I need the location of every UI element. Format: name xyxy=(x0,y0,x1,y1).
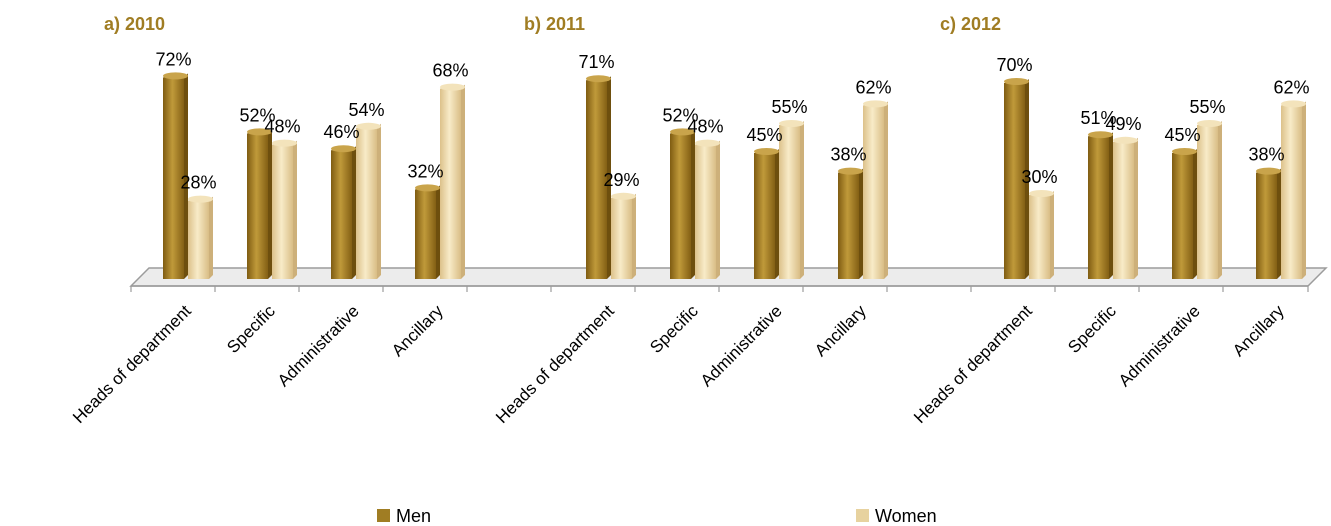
bar-women xyxy=(1113,136,1138,279)
legend-swatch-men xyxy=(377,509,390,522)
category-label: Heads of department xyxy=(69,301,195,427)
data-label-men: 46% xyxy=(323,122,359,142)
data-label-women: 62% xyxy=(1273,77,1309,97)
bars xyxy=(163,72,1306,280)
bar-women xyxy=(1029,190,1054,279)
category-label: Specific xyxy=(1064,301,1120,357)
data-label-women: 49% xyxy=(1105,114,1141,134)
bar-men xyxy=(1088,131,1113,279)
category-label: Administrative xyxy=(1115,301,1204,390)
bar-men xyxy=(1256,167,1281,279)
data-label-men: 72% xyxy=(155,49,191,69)
data-label-women: 30% xyxy=(1021,167,1057,187)
bar-men xyxy=(247,128,272,279)
category-label: Ancillary xyxy=(1229,301,1288,360)
data-label-men: 45% xyxy=(1164,125,1200,145)
bar-women xyxy=(779,120,804,279)
bar-women xyxy=(863,100,888,280)
data-label-women: 54% xyxy=(348,100,384,120)
data-label-men: 32% xyxy=(407,161,443,181)
data-label-men: 52% xyxy=(239,105,275,125)
data-labels: 72%28%52%48% 46%54%32%68% 71%29%52%48% 45%5… xyxy=(155,49,1309,192)
bar-men xyxy=(163,72,188,280)
group-titles: a) 2010 b) 2011 c) 2012 xyxy=(104,14,1001,34)
bar-men xyxy=(586,75,611,279)
bar-men xyxy=(754,148,779,279)
group-title: b) 2011 xyxy=(524,14,585,34)
data-label-men: 71% xyxy=(578,52,614,72)
bar-men xyxy=(331,145,356,279)
bar-women xyxy=(1281,100,1306,280)
bar-men xyxy=(1004,78,1029,279)
data-label-men: 38% xyxy=(830,145,866,165)
data-label-women: 28% xyxy=(180,173,216,193)
bar-women xyxy=(1197,120,1222,279)
category-label: Specific xyxy=(646,301,702,357)
bar-men xyxy=(838,167,863,279)
category-label: Heads of department xyxy=(910,301,1036,427)
legend-swatch-women xyxy=(856,509,869,522)
data-label-women: 68% xyxy=(432,61,468,81)
bar-women xyxy=(272,139,297,279)
bar-men xyxy=(1172,148,1197,279)
x-axis-ticks xyxy=(130,286,1309,292)
bar-men xyxy=(415,184,440,279)
category-label: Heads of department xyxy=(492,301,618,427)
category-label: Ancillary xyxy=(811,301,870,360)
legend-label-men: Men xyxy=(396,506,431,526)
legend: Men Women xyxy=(377,506,937,526)
category-label: Ancillary xyxy=(388,301,447,360)
bar-women xyxy=(611,192,636,279)
category-labels: Heads of department SpecificAdministrativ… xyxy=(69,301,1288,427)
data-label-women: 29% xyxy=(603,170,639,190)
category-label: Specific xyxy=(223,301,279,357)
data-label-women: 48% xyxy=(687,117,723,137)
legend-label-women: Women xyxy=(875,506,937,526)
group-title: c) 2012 xyxy=(940,14,1001,34)
data-label-women: 48% xyxy=(264,117,300,137)
bar-women xyxy=(356,122,381,279)
data-label-women: 55% xyxy=(771,97,807,117)
category-label: Administrative xyxy=(697,301,786,390)
bar-women xyxy=(188,195,213,279)
group-title: a) 2010 xyxy=(104,14,165,34)
data-label-men: 38% xyxy=(1248,145,1284,165)
data-label-men: 70% xyxy=(996,55,1032,75)
chart-floor xyxy=(129,267,1328,287)
data-label-men: 51% xyxy=(1080,108,1116,128)
data-label-women: 55% xyxy=(1189,97,1225,117)
data-label-men: 52% xyxy=(662,105,698,125)
bar-women xyxy=(695,139,720,279)
bar-women xyxy=(440,83,465,279)
data-label-women: 62% xyxy=(855,77,891,97)
data-label-men: 45% xyxy=(746,125,782,145)
bar-men xyxy=(670,128,695,279)
category-label: Administrative xyxy=(274,301,363,390)
